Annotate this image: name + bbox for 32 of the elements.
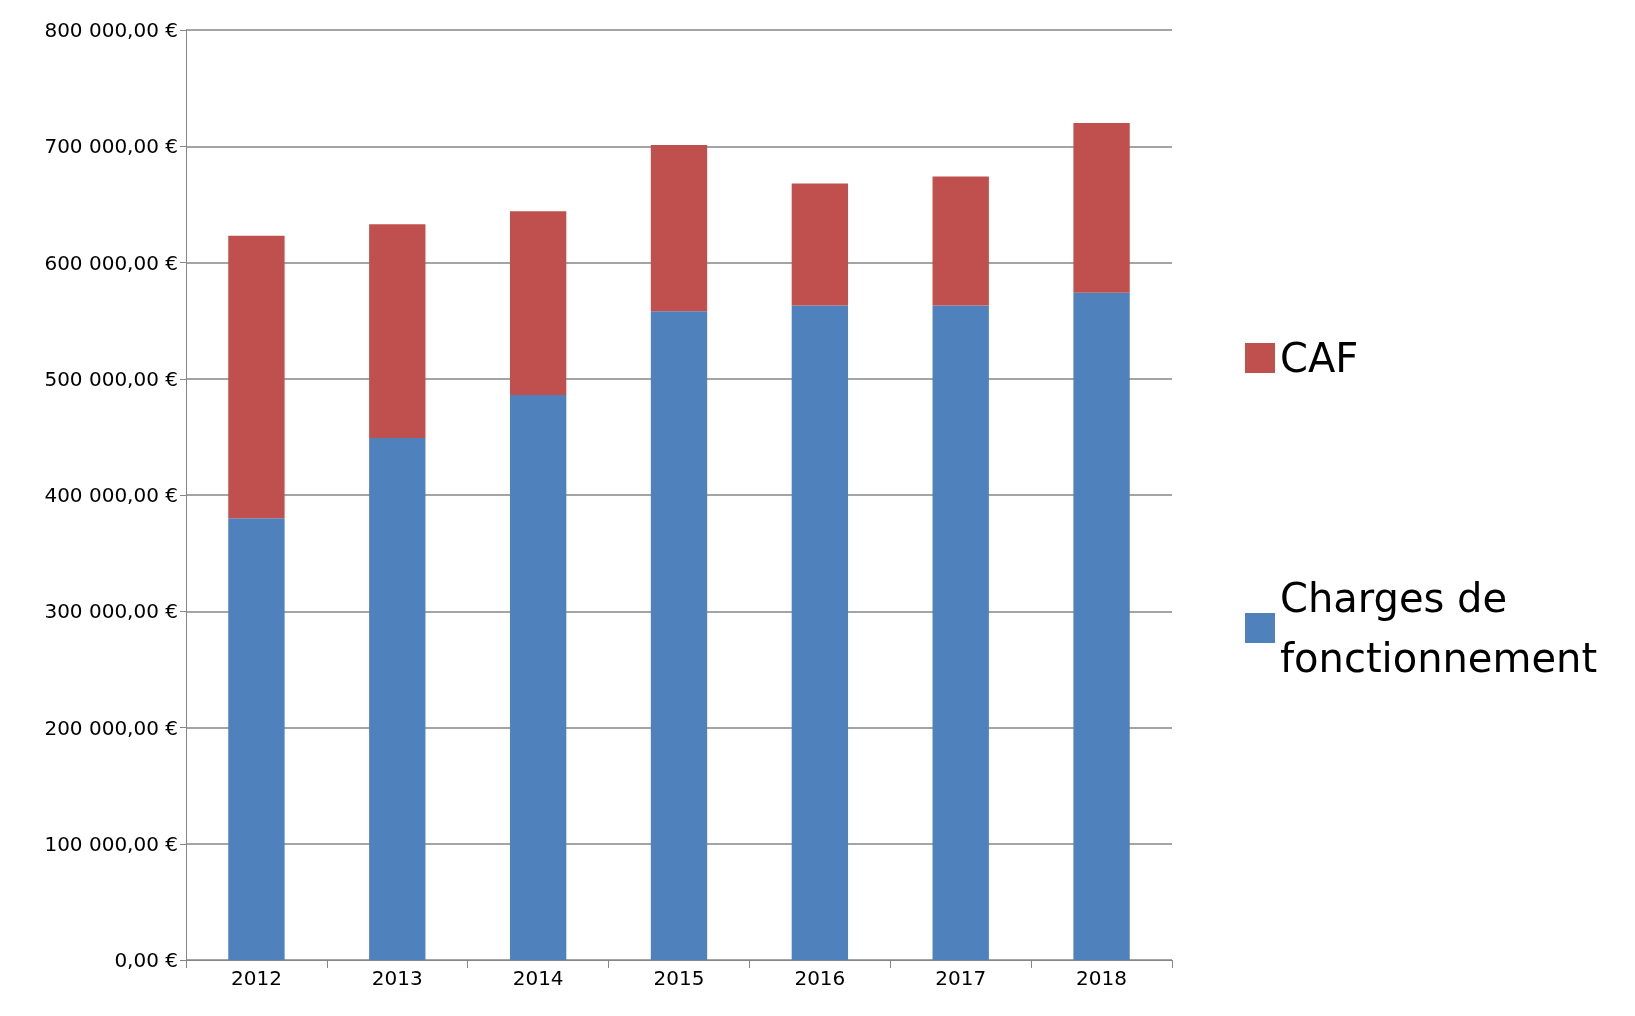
x-tick-label: 2014 [512, 966, 564, 990]
x-tick-label: 2016 [794, 966, 846, 990]
y-tick-label: 400 000,00 € [44, 483, 178, 507]
y-tick-label: 500 000,00 € [44, 366, 178, 391]
x-tick-label: 2015 [653, 966, 705, 990]
bar [1073, 292, 1130, 960]
bar [650, 311, 708, 960]
legend-label: Charges de fonctionnement [1280, 575, 1598, 681]
bar [369, 224, 426, 439]
y-tick-label: 300 000,00 € [44, 599, 178, 624]
x-tick-label: 2012 [230, 966, 282, 990]
x-tick-label: 2013 [371, 966, 423, 990]
bar [509, 395, 567, 960]
bar [509, 211, 567, 396]
bar [1073, 123, 1130, 293]
x-tick-label: 2018 [1076, 966, 1128, 990]
bar [932, 176, 989, 306]
y-tick-label: 600 000,00 € [44, 250, 178, 275]
bar [228, 518, 285, 960]
x-tick-label: 2017 [935, 966, 987, 990]
y-tick-label: 100 000,00 € [44, 831, 178, 856]
y-tick-label: 700 000,00 € [44, 134, 178, 159]
legend-label: CAF [1280, 335, 1359, 381]
bar [791, 305, 849, 960]
bar [228, 235, 285, 519]
y-tick-label: 0,00 € [114, 948, 178, 972]
y-tick-label: 200 000,00 € [44, 715, 178, 740]
bar [369, 438, 426, 960]
bar [932, 305, 989, 960]
y-tick-label: 800 000,00 € [44, 18, 178, 42]
bar [791, 183, 849, 306]
bar [650, 145, 708, 312]
